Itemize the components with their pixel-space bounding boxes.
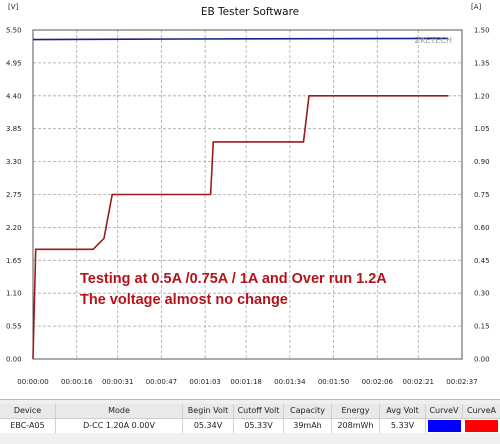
series-line-voltage	[32, 37, 449, 41]
right-tick-label-9: 1.35	[474, 59, 490, 67]
curve-a-color-swatch[interactable]	[465, 420, 498, 432]
x-tick-label-5: 00:01:18	[230, 378, 261, 386]
annotation-line-1: Testing at 0.5A /0.75A / 1A and Over run…	[80, 271, 387, 287]
x-tick-label-10: 00:02:37	[446, 378, 477, 386]
header-curve-a: CurveA	[466, 406, 497, 415]
header-capacity: Capacity	[284, 404, 332, 418]
grid	[32, 29, 463, 360]
left-tick-label-1: 0.55	[6, 323, 22, 331]
right-tick-label-3: 0.45	[474, 257, 490, 265]
status-header-row: Device Mode Begin Volt Cutoff Volt Capac…	[0, 404, 500, 419]
left-axis-unit: [V]	[8, 3, 19, 11]
left-tick-label-9: 4.95	[6, 59, 22, 67]
cell-energy: 208mWh	[332, 419, 380, 433]
right-tick-label-10: 1.50	[474, 27, 490, 35]
header-begin-volt: Begin Volt	[183, 404, 234, 418]
right-tick-label-8: 1.20	[474, 92, 490, 100]
cell-mode: D-CC 1.20A 0.00V	[56, 419, 183, 433]
x-axis-ticks: 00:00:00 00:00:16 00:00:31 00:00:47 00:01:03…	[17, 378, 477, 386]
series-line-current	[32, 95, 449, 360]
header-mode: Mode	[56, 404, 183, 418]
left-tick-label-7: 3.85	[6, 125, 22, 133]
right-axis-unit: [A]	[471, 3, 482, 11]
left-tick-label-10: 5.50	[6, 27, 22, 35]
x-tick-label-7: 00:01:50	[318, 378, 349, 386]
curve-v-color-swatch[interactable]	[428, 420, 461, 432]
left-tick-label-5: 2.75	[6, 191, 22, 199]
right-tick-label-2: 0.30	[474, 290, 490, 298]
status-table: Device Mode Begin Volt Cutoff Volt Capac…	[0, 399, 500, 444]
left-axis-ticks: 0.00 0.55 1.10 1.65 2.20 2.75 3.30 3.85 4.40 4.95…	[6, 27, 22, 364]
left-tick-label-2: 1.10	[6, 290, 22, 298]
x-tick-label-8: 00:02:06	[362, 378, 394, 386]
header-energy: Energy	[332, 404, 380, 418]
left-tick-label-8: 4.40	[6, 92, 22, 100]
right-tick-label-7: 1.05	[474, 125, 490, 133]
right-tick-label-5: 0.75	[474, 191, 490, 199]
x-tick-label-4: 00:01:03	[189, 378, 220, 386]
x-tick-label-3: 00:00:47	[146, 378, 177, 386]
header-cutoff-volt: Cutoff Volt	[234, 404, 284, 418]
x-tick-label-2: 00:00:31	[102, 378, 133, 386]
right-tick-label-1: 0.15	[474, 323, 490, 331]
header-curve-v: CurveV	[426, 404, 463, 418]
right-axis-ticks: 0.00 0.15 0.30 0.45 0.60 0.75 0.90 1.05 1.20 1.35…	[474, 27, 490, 364]
chart: EB Tester Software [V] [A] 0.00 0.55 1.10 1…	[6, 3, 490, 386]
right-tick-label-6: 0.90	[474, 158, 490, 166]
x-tick-label-1: 00:00:16	[61, 378, 93, 386]
left-tick-label-3: 1.65	[6, 257, 22, 265]
cell-avg-volt: 5.33V	[380, 419, 426, 433]
x-tick-label-6: 00:01:34	[274, 378, 306, 386]
chart-title: EB Tester Software	[201, 6, 299, 18]
header-device: Device	[0, 404, 56, 418]
left-tick-label-6: 3.30	[6, 158, 22, 166]
right-tick-label-4: 0.60	[474, 224, 490, 232]
cell-cutoff-volt: 05.33V	[234, 419, 284, 433]
left-tick-label-4: 2.20	[6, 224, 22, 232]
left-tick-label-0: 0.00	[6, 356, 22, 364]
plot-area	[32, 29, 463, 360]
x-tick-label-0: 00:00:00	[17, 378, 48, 386]
annotation-line-2: The voltage almost no change	[80, 292, 288, 308]
cell-begin-volt: 05.34V	[183, 419, 234, 433]
x-tick-label-9: 00:02:21	[403, 378, 434, 386]
header-avg-volt: Avg Volt	[380, 404, 426, 418]
cell-capacity: 39mAh	[284, 419, 332, 433]
series-layer	[32, 37, 449, 360]
cell-device: EBC-A05	[0, 419, 56, 433]
right-tick-label-0: 0.00	[474, 356, 490, 364]
status-data-row[interactable]: EBC-A05 D-CC 1.20A 0.00V 05.34V 05.33V 3…	[0, 419, 500, 433]
watermark: ZKETECH	[415, 36, 452, 45]
